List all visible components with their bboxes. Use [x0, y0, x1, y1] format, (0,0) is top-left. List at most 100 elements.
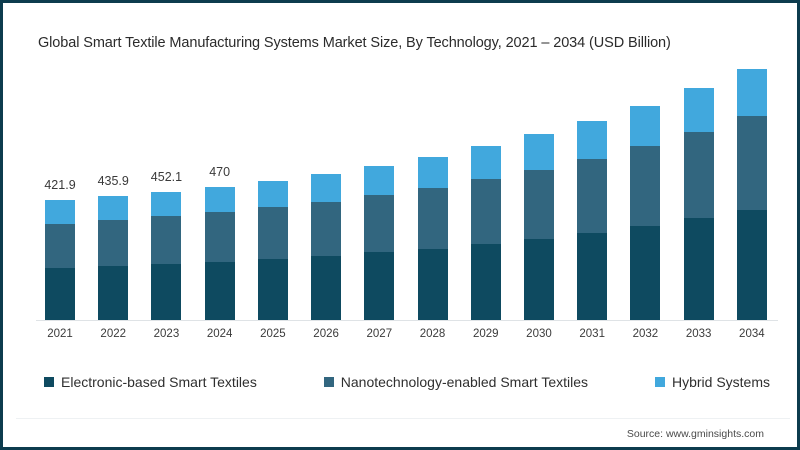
source-attribution: Source: www.gminsights.com	[626, 428, 764, 440]
x-axis-tick-2025: 2025	[260, 328, 286, 340]
bar-segment-hybrid-systems[interactable]	[630, 105, 661, 147]
stacked-bar[interactable]	[98, 196, 129, 320]
bar-segment-hybrid-systems[interactable]	[364, 165, 395, 196]
bar-segment-nanotechnology-enabled[interactable]	[630, 146, 661, 227]
bar-segment-electronic-based[interactable]	[364, 252, 395, 320]
bar-segment-electronic-based[interactable]	[736, 209, 767, 320]
bar-segment-electronic-based[interactable]	[630, 226, 661, 320]
bar-segment-electronic-based[interactable]	[98, 265, 129, 320]
bar-value-label: 470	[209, 164, 231, 179]
bar-segment-nanotechnology-enabled[interactable]	[417, 187, 448, 249]
bar-segment-electronic-based[interactable]	[204, 261, 235, 320]
stacked-bar[interactable]	[151, 191, 182, 320]
legend-label: Hybrid Systems	[671, 374, 770, 390]
stacked-bar[interactable]	[311, 173, 342, 320]
bar-group[interactable]: 435.9	[97, 76, 129, 320]
bar-group[interactable]	[417, 76, 448, 320]
legend-item-1[interactable]: Electronic-based Smart Textiles	[44, 374, 257, 390]
bar-segment-electronic-based[interactable]	[523, 238, 554, 320]
bar-group[interactable]	[523, 76, 554, 320]
x-axis-tick-2024: 2024	[206, 328, 233, 340]
bar-segment-hybrid-systems[interactable]	[736, 68, 767, 117]
stacked-bar[interactable]	[417, 156, 448, 320]
bar-segment-hybrid-systems[interactable]	[683, 88, 714, 133]
bar-segment-hybrid-systems[interactable]	[311, 173, 342, 202]
plot-area: 421.9 435.9 452.1 470	[36, 68, 776, 320]
bar-segment-nanotechnology-enabled[interactable]	[311, 201, 342, 256]
bar-segment-electronic-based[interactable]	[151, 263, 182, 320]
legend-swatch-icon	[654, 377, 665, 387]
bar-segment-electronic-based[interactable]	[683, 218, 714, 320]
bar-segment-electronic-based[interactable]	[257, 259, 288, 320]
x-axis-tick-2033: 2033	[685, 328, 712, 340]
bar-segment-nanotechnology-enabled[interactable]	[364, 195, 395, 253]
bar-segment-hybrid-systems[interactable]	[470, 146, 501, 180]
bar-group[interactable]	[683, 76, 714, 320]
bar-group[interactable]	[257, 76, 288, 320]
stacked-bar[interactable]	[364, 165, 395, 320]
legend-label: Electronic-based Smart Textiles	[61, 374, 257, 390]
bar-segment-electronic-based[interactable]	[470, 243, 501, 320]
bar-segment-nanotechnology-enabled[interactable]	[151, 216, 182, 264]
bar-value-label: 435.9	[97, 174, 129, 189]
stacked-bar[interactable]	[630, 105, 661, 320]
bar-group[interactable]	[311, 76, 342, 320]
bar-segment-electronic-based[interactable]	[577, 232, 608, 320]
stacked-bar[interactable]	[257, 180, 288, 320]
bar-segment-nanotechnology-enabled[interactable]	[257, 207, 288, 259]
legend-item-2[interactable]: Nanotechnology-enabled Smart Textiles	[323, 374, 588, 390]
bar-value-label: 452.1	[150, 169, 183, 184]
bar-group[interactable]	[630, 76, 661, 320]
bar-segment-hybrid-systems[interactable]	[417, 156, 448, 188]
stacked-bar[interactable]	[736, 68, 767, 320]
bar-segment-electronic-based[interactable]	[45, 267, 75, 320]
stacked-bar[interactable]	[683, 88, 714, 320]
stacked-bar[interactable]	[523, 134, 554, 320]
legend-swatch-icon	[323, 377, 334, 387]
x-axis-baseline	[36, 320, 778, 321]
x-axis-tick-2030: 2030	[526, 328, 552, 340]
bar-segment-nanotechnology-enabled[interactable]	[523, 169, 554, 239]
bar-segment-hybrid-systems[interactable]	[577, 120, 608, 159]
x-axis-tick-2031: 2031	[579, 328, 605, 340]
bar-group[interactable]: 421.9	[44, 76, 76, 320]
bar-group[interactable]: 452.1	[150, 76, 183, 320]
bar-segment-hybrid-systems[interactable]	[98, 196, 129, 221]
bar-segment-hybrid-systems[interactable]	[204, 186, 235, 213]
bar-group[interactable]: 470	[204, 76, 235, 320]
x-axis-tick-2034: 2034	[739, 328, 765, 340]
bar-segment-nanotechnology-enabled[interactable]	[470, 179, 501, 244]
stacked-bar[interactable]	[470, 146, 501, 320]
bar-segment-nanotechnology-enabled[interactable]	[577, 158, 608, 233]
bar-segment-nanotechnology-enabled[interactable]	[45, 223, 75, 268]
bar-segment-nanotechnology-enabled[interactable]	[736, 116, 767, 210]
bar-segment-hybrid-systems[interactable]	[257, 180, 288, 208]
x-axis-tick-2023: 2023	[153, 328, 180, 340]
bar-group[interactable]	[470, 76, 501, 320]
legend-swatch-icon	[44, 377, 54, 387]
bar-segment-nanotechnology-enabled[interactable]	[204, 212, 235, 262]
x-axis-tick-2029: 2029	[472, 328, 499, 340]
legend-item-3[interactable]: Hybrid Systems	[654, 374, 770, 390]
x-axis-tick-2026: 2026	[313, 328, 339, 340]
stacked-bar[interactable]	[577, 120, 608, 320]
bar-segment-hybrid-systems[interactable]	[45, 200, 75, 224]
bar-segment-hybrid-systems[interactable]	[151, 191, 182, 217]
stacked-bar[interactable]	[45, 200, 75, 320]
x-axis-tick-labels: 2021 2022 2023 2024 2025 2026 2027 2028 2029 2030…	[36, 324, 776, 344]
x-axis-tick-2028: 2028	[419, 328, 446, 340]
bar-series-container: 421.9 435.9 452.1 470	[36, 68, 776, 320]
chart-canvas: Global Smart Textile Manufacturing Syste…	[6, 6, 794, 444]
x-axis-tick-2027: 2027	[366, 328, 393, 340]
bar-group[interactable]	[364, 76, 395, 320]
bar-segment-electronic-based[interactable]	[417, 248, 448, 320]
stacked-bar[interactable]	[204, 186, 235, 320]
bar-segment-nanotechnology-enabled[interactable]	[98, 220, 129, 266]
bar-group[interactable]	[736, 68, 767, 320]
bar-segment-nanotechnology-enabled[interactable]	[683, 132, 714, 219]
x-axis-tick-2021: 2021	[47, 328, 73, 340]
bar-group[interactable]	[577, 76, 608, 320]
x-axis-tick-2022: 2022	[100, 328, 127, 340]
bar-segment-electronic-based[interactable]	[311, 255, 342, 320]
bar-segment-hybrid-systems[interactable]	[523, 134, 554, 170]
